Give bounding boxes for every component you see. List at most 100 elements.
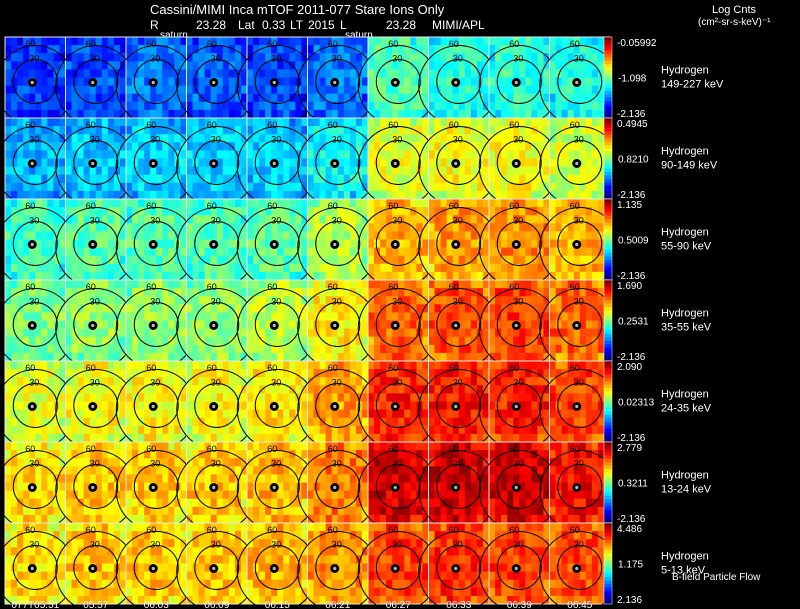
heatmap-cell: [380, 101, 387, 111]
heatmap-cell: [325, 361, 333, 370]
heatmap-cell: [132, 296, 139, 305]
heatmap-cell: [519, 182, 526, 192]
heatmap-cell: [343, 134, 351, 143]
colorbar-segment: [604, 202, 612, 207]
heatmap-cell: [198, 361, 206, 370]
heatmap-cell: [101, 263, 109, 273]
heatmap-cell: [17, 134, 24, 143]
heatmap-cell: [119, 37, 127, 46]
heatmap-cell: [476, 109, 484, 119]
heatmap-cell: [543, 150, 550, 159]
heatmap-cell: [234, 336, 242, 346]
heatmap-cell: [77, 207, 85, 216]
heatmap-cell: [495, 199, 502, 208]
heatmap-cell: [361, 142, 369, 151]
heatmap-cell: [295, 37, 302, 46]
heatmap-cell: [77, 166, 85, 176]
heatmap-cell: [537, 296, 544, 305]
heatmap-cell: [422, 239, 429, 248]
heatmap-cell: [107, 85, 115, 95]
heatmap-cell: [59, 401, 66, 410]
heatmap-cell: [265, 328, 272, 338]
heatmap-cell: [144, 271, 151, 281]
heatmap-cell: [343, 312, 351, 321]
heatmap-cell: [144, 215, 151, 224]
heatmap-cell: [180, 77, 187, 86]
heatmap-cell: [17, 69, 24, 78]
heatmap-cell: [271, 231, 278, 240]
heatmap-cell: [228, 433, 236, 443]
heatmap-cell: [452, 118, 460, 127]
colorbar-segment: [604, 290, 612, 295]
heatmap-cell: [265, 377, 272, 386]
heatmap-cell: [53, 190, 60, 200]
heatmap-cell: [476, 77, 484, 86]
contour-label-60: 60: [207, 201, 217, 211]
heatmap-cell: [416, 69, 423, 78]
heatmap-cell: [228, 271, 236, 281]
heatmap-cell: [47, 37, 54, 46]
heatmap-cell: [150, 296, 157, 305]
heatmap-cell: [95, 231, 103, 240]
heatmap-cell: [186, 425, 193, 435]
heatmap-cell: [253, 223, 260, 232]
heatmap-cell: [422, 61, 429, 70]
heatmap-cell: [23, 134, 30, 143]
heatmap-cell: [428, 37, 435, 46]
heatmap-cell: [83, 61, 91, 70]
heatmap-cell: [204, 101, 212, 111]
heatmap-cell: [289, 158, 296, 167]
heatmap-cell: [47, 199, 54, 208]
heatmap-cell: [513, 199, 520, 208]
heatmap-cell: [126, 190, 133, 200]
heatmap-cell: [325, 190, 333, 200]
saturn-core: [151, 323, 155, 328]
heatmap-cell: [392, 142, 399, 151]
colorbar-segment: [604, 283, 612, 288]
heatmap-cell: [156, 312, 163, 321]
heatmap-cell: [11, 344, 18, 354]
heatmap-cell: [301, 288, 308, 297]
heatmap-cell: [561, 158, 569, 167]
heatmap-cell: [119, 247, 127, 257]
footnote: B-field Particle Flow: [672, 572, 761, 583]
heatmap-cell: [331, 174, 339, 184]
heatmap-cell: [525, 231, 532, 240]
heatmap-cell: [355, 231, 363, 240]
heatmap-cell: [476, 166, 484, 176]
heatmap-cell: [597, 118, 605, 127]
heatmap-cell: [319, 409, 327, 419]
heatmap-cell: [168, 377, 175, 386]
heatmap-cell: [452, 215, 460, 224]
heatmap-cell: [113, 401, 121, 410]
heatmap-cell: [355, 37, 363, 46]
contour-30: [254, 302, 300, 347]
heatmap-cell: [283, 85, 290, 95]
heatmap-cell: [247, 425, 254, 435]
heatmap-cell: [591, 37, 599, 46]
heatmap-cell: [277, 263, 284, 273]
heatmap-cell: [579, 109, 587, 119]
heatmap-cell: [525, 320, 532, 329]
heatmap-cell: [519, 37, 526, 46]
heatmap-cell: [361, 231, 369, 240]
contour-label-30: 30: [211, 54, 221, 64]
heatmap-cell: [35, 109, 42, 119]
heatmap-cell: [561, 118, 569, 127]
colorbar-segment: [604, 229, 612, 234]
heatmap-cell: [325, 271, 333, 281]
heatmap-cell: [132, 417, 139, 427]
heatmap-cell: [126, 296, 133, 305]
heatmap-cell: [452, 296, 460, 305]
heatmap-cell: [537, 304, 544, 313]
heatmap-cell: [198, 166, 206, 176]
heatmap-cell: [156, 280, 163, 289]
heatmap-cell: [253, 53, 260, 62]
heatmap-cell: [101, 433, 109, 443]
heatmap-cell: [283, 61, 290, 70]
heatmap-cell: [204, 369, 212, 378]
heatmap-cell: [549, 207, 556, 216]
heatmap-cell: [531, 109, 538, 119]
heatmap-cell: [349, 190, 357, 200]
heatmap-cell: [53, 369, 60, 378]
